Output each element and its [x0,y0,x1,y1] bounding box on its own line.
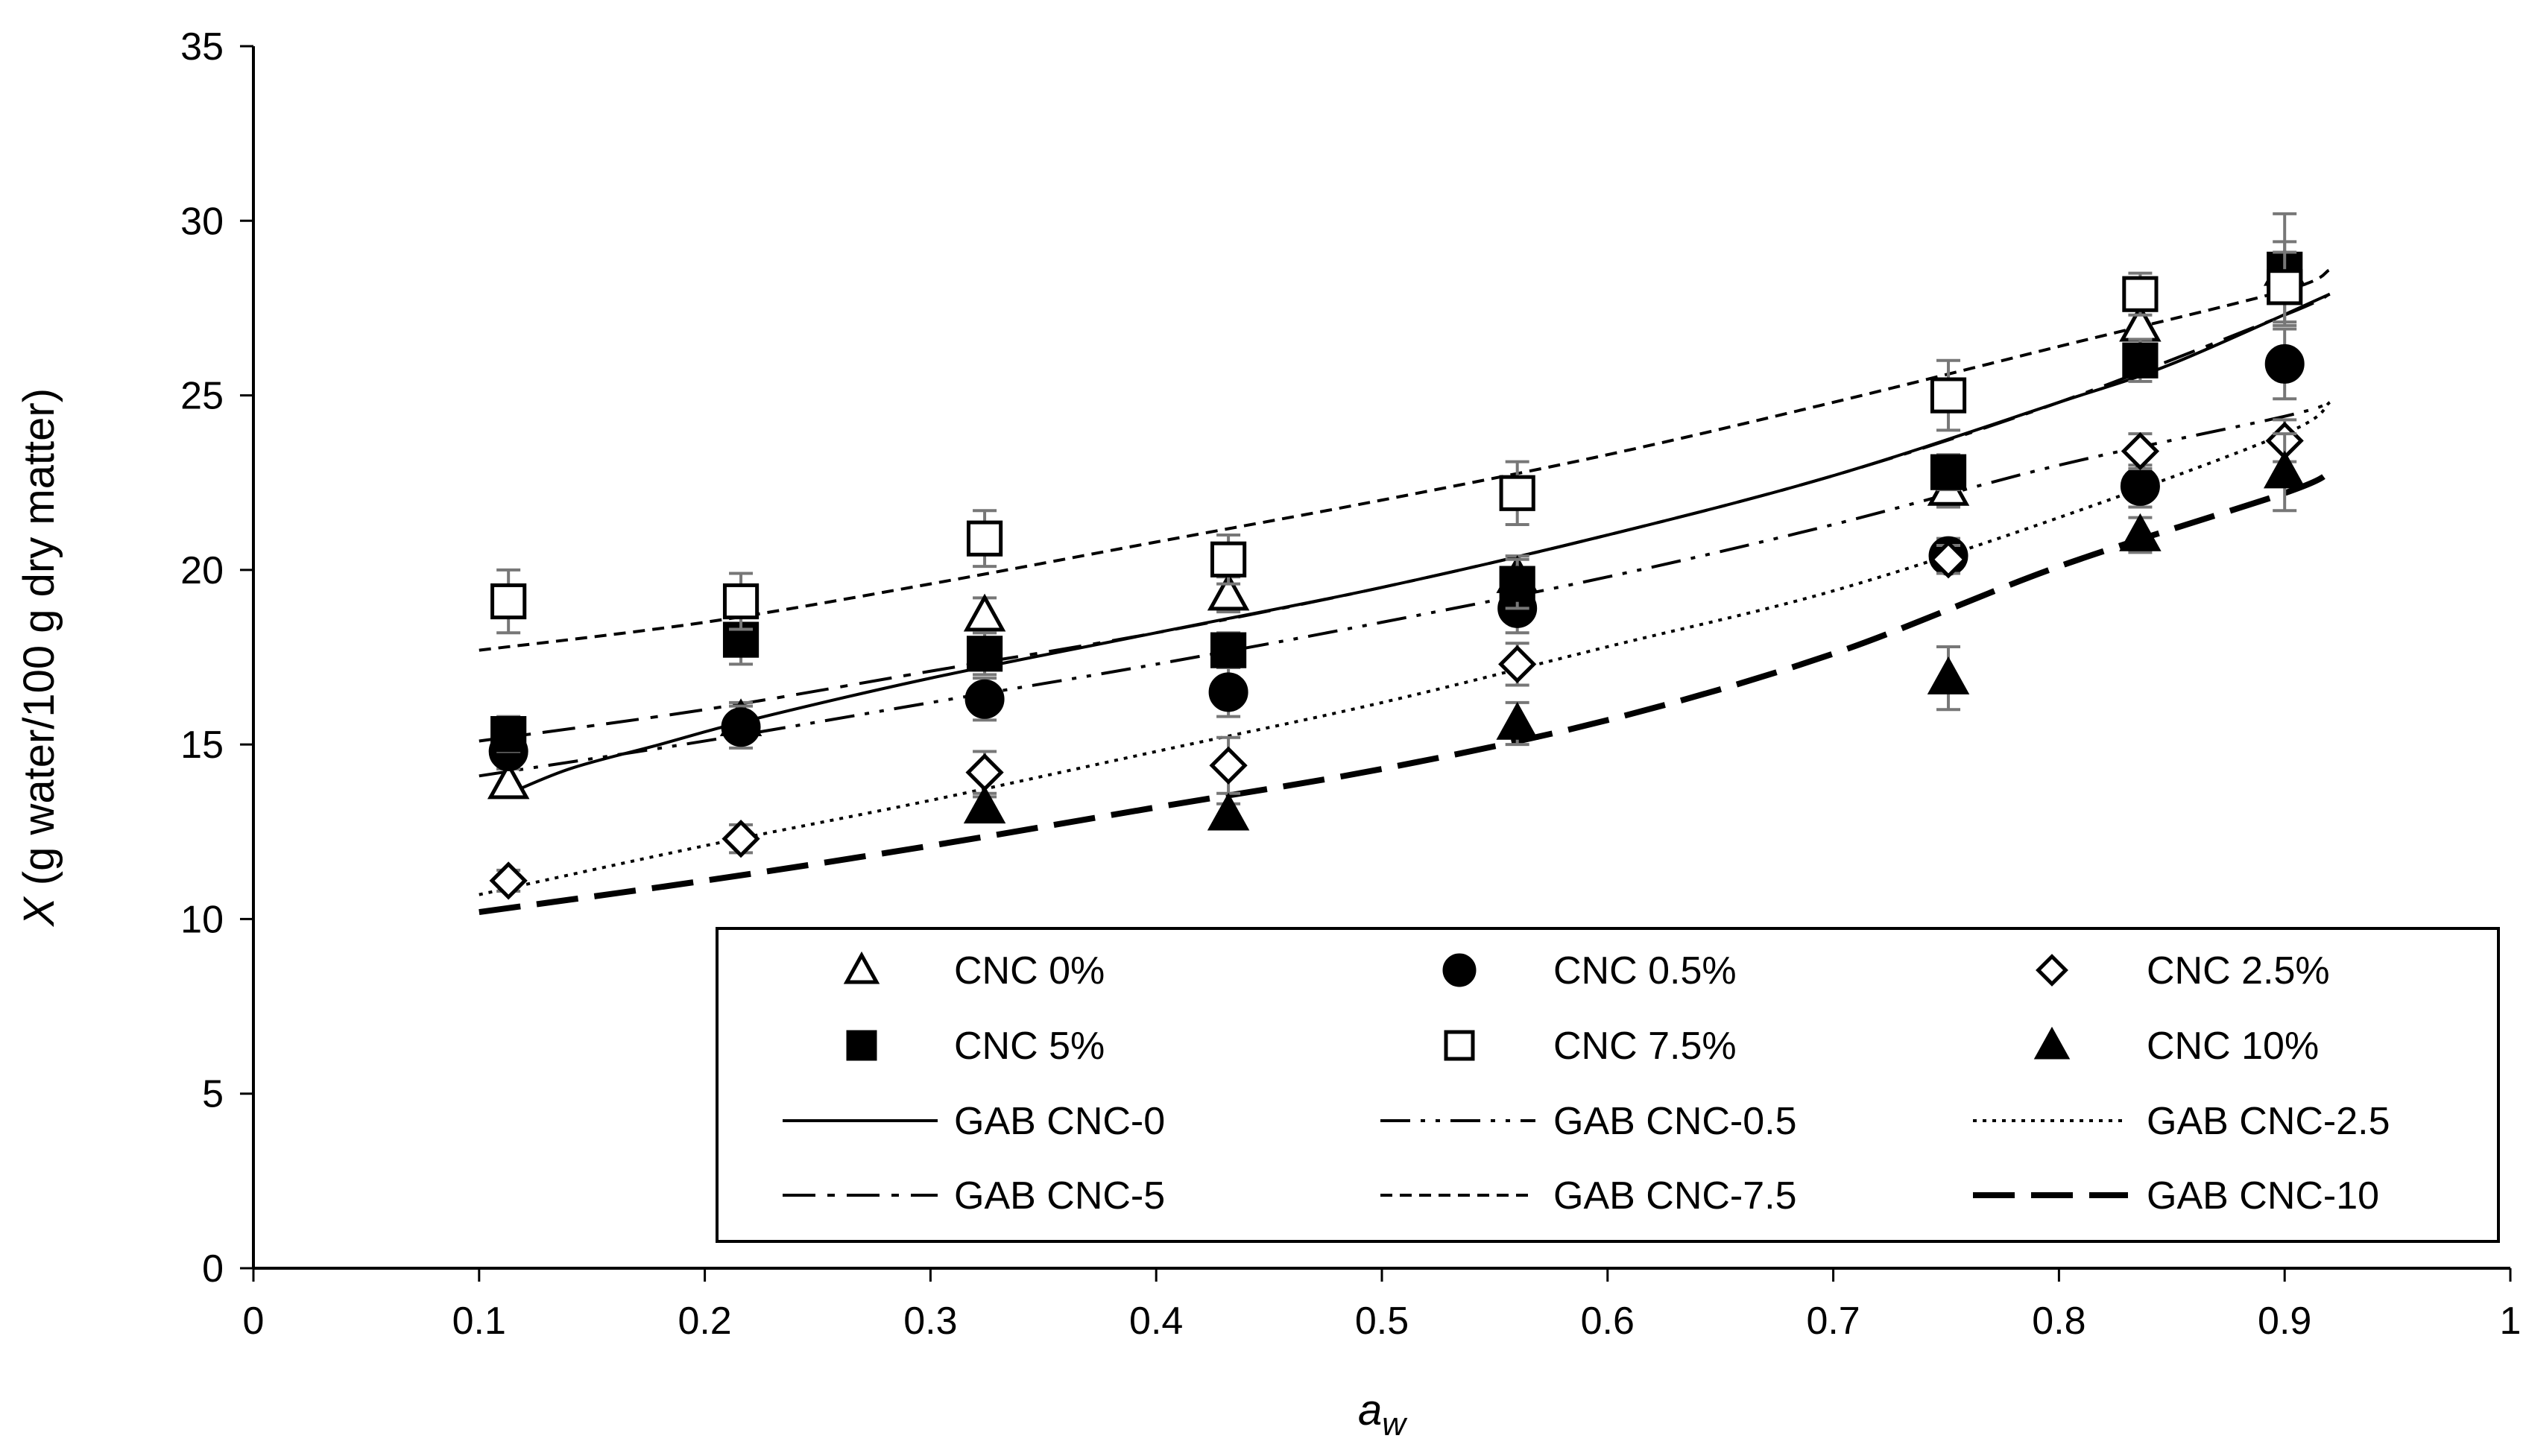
x-tick-label: 0.6 [1581,1300,1635,1343]
legend-marker-cnc-7-5- [1444,1030,1475,1061]
legend-label-gab-cnc-10: GAB CNC-10 [2147,1174,2379,1218]
point-cnc-0- [1207,572,1250,611]
point-cnc-10- [2119,513,2162,551]
point-cnc-10- [2263,450,2306,489]
legend-label-gab-cnc-5: GAB CNC-5 [954,1174,1165,1218]
point-cnc-0-5- [1208,672,1248,712]
point-cnc-0-5- [964,679,1005,719]
point-cnc-7-5- [722,583,760,620]
point-cnc-2-5- [1498,645,1537,683]
y-tick-label: 20 [180,549,224,592]
point-cnc-5- [1499,566,1535,602]
point-cnc-7-5- [1499,475,1535,511]
y-tick-label: 35 [180,25,224,69]
y-axis-title-symbol: X [15,896,63,928]
point-cnc-7-5- [966,520,1003,557]
data-points [487,212,2306,900]
legend-box [716,927,2500,1243]
point-cnc-10- [1207,792,1250,831]
point-cnc-5- [1210,632,1247,668]
legend-label-gab-cnc-2-5: GAB CNC-2.5 [2147,1100,2390,1143]
fit-line-gab-cnc-2-5 [479,401,2331,896]
point-cnc-2-5- [722,820,760,858]
legend-label-gab-cnc-0-5: GAB CNC-0.5 [1553,1100,1797,1143]
x-tick-label: 0.4 [1129,1300,1183,1343]
axis-titles: aw X (g water/100 g dry matter) [15,388,1408,1443]
point-cnc-7-5- [1930,377,1967,414]
legend-label-cnc-7-5-: CNC 7.5% [1553,1025,1737,1068]
y-tick-label: 0 [202,1247,224,1291]
point-cnc-2-5- [965,753,1004,792]
x-tick-label: 0.9 [2258,1300,2311,1343]
point-cnc-10- [1496,701,1538,740]
fit-line-gab-cnc-7-5 [479,268,2331,652]
x-tick-label: 0 [243,1300,265,1343]
legend-label-cnc-5-: CNC 5% [954,1025,1105,1068]
legend-marker-cnc-2-5- [2036,954,2068,987]
fit-line-gab-cnc-10 [479,469,2331,916]
y-axis-title: X (g water/100 g dry matter) [15,388,63,928]
y-tick-label: 25 [180,375,224,418]
legend-label-cnc-0-5-: CNC 0.5% [1553,949,1737,993]
point-cnc-5- [1930,454,1967,490]
x-tick-label: 0.8 [2032,1300,2085,1343]
x-tick-label: 0.7 [1806,1300,1860,1343]
point-cnc-7-5- [2267,269,2303,306]
legend-marker-cnc-5- [846,1030,877,1061]
y-tick-label: 5 [202,1073,224,1116]
point-cnc-2-5- [1209,746,1248,785]
x-axis-title-main: a [1358,1386,1382,1434]
point-cnc-5- [966,636,1003,672]
point-cnc-7-5- [1210,541,1247,577]
point-cnc-5- [490,715,527,753]
point-cnc-0-5- [2120,466,2160,506]
point-cnc-0- [487,761,530,800]
x-tick-label: 0.2 [678,1300,731,1343]
legend-label-cnc-2-5-: CNC 2.5% [2147,949,2330,993]
fit-lines [479,268,2331,916]
point-cnc-2-5- [2121,431,2160,471]
y-tick-label: 10 [180,898,224,941]
x-tick-label: 0.3 [903,1300,957,1343]
point-cnc-0-5- [2264,344,2305,384]
legend: CNC 0% CNC 0.5% CNC 2.5% CNC 5% CNC 7.5% CNC … [716,927,2500,1243]
x-tick-label: 0.5 [1355,1300,1409,1343]
point-cnc-10- [963,785,1006,824]
legend-marker-cnc-0-5- [1442,953,1477,987]
legend-marker-cnc-0- [843,951,880,984]
x-axis-title-subscript: w [1382,1406,1408,1443]
point-cnc-7-5- [490,583,527,620]
point-cnc-7-5- [2122,276,2159,312]
legend-label-cnc-10-: CNC 10% [2147,1025,2319,1068]
point-cnc-2-5- [1929,540,1968,579]
axes: 0 5 10 15 20 25 30 35 0 0.1 0.2 0.3 0.4 0.5 0.6 0.7 0.8 0… [180,25,2521,1343]
point-cnc-2-5- [489,861,528,900]
point-cnc-0- [963,593,1006,632]
x-tick-label: 0.1 [452,1300,506,1343]
fit-line-gab-cnc-5 [479,292,2331,743]
point-cnc-0-5- [721,707,761,747]
legend-label-cnc-0-: CNC 0% [954,949,1105,993]
legend-label-gab-cnc-0: GAB CNC-0 [954,1100,1165,1143]
x-axis-title: aw [1358,1386,1408,1443]
point-cnc-5- [2122,342,2159,379]
fit-line-gab-cnc-0 [501,292,2331,799]
legend-marker-cnc-10- [2033,1026,2071,1060]
y-axis-title-text: (g water/100 g dry matter) [15,388,63,897]
y-tick-label: 15 [180,724,224,767]
point-cnc-10- [1927,656,1970,694]
legend-label-gab-cnc-7-5: GAB CNC-7.5 [1553,1174,1797,1218]
x-tick-label: 1 [2500,1300,2522,1343]
y-tick-label: 30 [180,200,224,243]
